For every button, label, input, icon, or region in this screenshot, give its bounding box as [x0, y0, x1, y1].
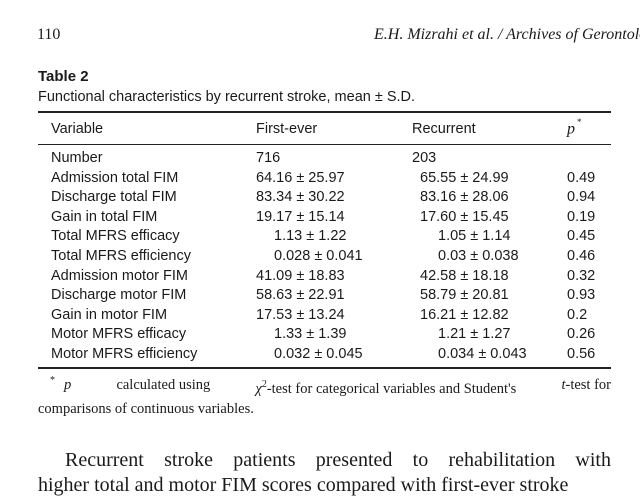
table-header-rule — [38, 144, 611, 145]
cell-p-value: 0.32 — [567, 267, 596, 284]
chi-superscript: 2 — [261, 379, 267, 390]
column-header-first-ever: First-ever — [256, 121, 318, 137]
cell-first-ever: 64.16 ± 25.97 — [256, 169, 345, 186]
cell-p-value: 0.49 — [567, 169, 596, 186]
cell-variable: Gain in motor FIM — [51, 306, 168, 323]
cell-recurrent: 1.21 ± 1.27 — [438, 326, 511, 343]
cell-first-ever: 58.63 ± 22.91 — [256, 287, 345, 304]
table-row: Gain in motor FIM 17.53 ± 13.24 16.21 ± 12… — [0, 307, 640, 327]
cell-recurrent: 83.16 ± 28.06 — [420, 189, 509, 206]
cell-variable: Total MFRS efficacy — [51, 228, 180, 245]
table-row: Discharge total FIM 83.34 ± 30.22 83.16 ± … — [0, 189, 640, 209]
cell-variable: Motor MFRS efficiency — [51, 345, 198, 362]
footnote-chi-test: χ2-test for categorical variables and St… — [255, 375, 516, 399]
footnote-text-a: calculated using — [116, 377, 211, 393]
column-header-recurrent: Recurrent — [412, 121, 476, 137]
p-symbol: p — [567, 120, 575, 138]
cell-recurrent: 17.60 ± 15.45 — [420, 208, 509, 225]
cell-first-ever: 0.028 ± 0.041 — [274, 247, 363, 264]
cell-variable: Motor MFRS efficacy — [51, 326, 187, 343]
table-row: Admission total FIM 64.16 ± 25.97 65.55 ± … — [0, 170, 640, 190]
body-paragraph-line-2: higher total and motor FIM scores compar… — [38, 474, 569, 496]
column-header-p: p * — [567, 117, 582, 138]
footnote-text-b: -test for categorical variables and Stud… — [266, 380, 517, 397]
cell-p-value: 0.2 — [567, 306, 588, 323]
table-row: Number 716 203 — [0, 150, 640, 170]
cell-first-ever: 716 — [256, 150, 281, 166]
cell-first-ever: 1.33 ± 1.39 — [274, 326, 347, 343]
cell-recurrent: 1.05 ± 1.14 — [438, 228, 511, 245]
body-paragraph-line-1: Recurrent stroke patients presented to rehabi… — [65, 449, 611, 472]
cell-recurrent: 0.03 ± 0.038 — [438, 247, 519, 264]
footnote-p-symbol: p — [64, 377, 72, 393]
table-caption: Functional characteristics by recurrent … — [38, 89, 416, 105]
cell-p-value: 0.46 — [567, 247, 596, 264]
chi-symbol: χ — [255, 380, 262, 397]
footnote-text-c: -test for — [565, 377, 611, 393]
body-word: presented — [315, 449, 393, 471]
table-row: Total MFRS efficiency 0.028 ± 0.041 0.03 ±… — [0, 248, 640, 268]
table-row: Gain in total FIM 19.17 ± 15.14 17.60 ± 15… — [0, 209, 640, 229]
column-header-variable: Variable — [51, 121, 104, 137]
body-word: patients — [233, 449, 296, 471]
cell-recurrent: 65.55 ± 24.99 — [420, 169, 509, 186]
table-bottom-rule — [38, 367, 611, 369]
cell-first-ever: 0.032 ± 0.045 — [274, 345, 363, 362]
table-top-rule — [38, 111, 611, 113]
cell-p-value: 0.26 — [567, 326, 596, 343]
footnote-marker: * — [50, 375, 55, 386]
cell-variable: Admission motor FIM — [51, 267, 188, 284]
table-body: Number 716 203 Admission total FIM 64.16 ± 2… — [0, 150, 640, 366]
cell-first-ever: 17.53 ± 13.24 — [256, 306, 345, 323]
cell-variable: Discharge total FIM — [51, 189, 177, 206]
footnote-t-test: t-test for — [561, 375, 611, 399]
table-label: Table 2 — [38, 68, 89, 85]
cell-p-value: 0.93 — [567, 287, 596, 304]
cell-p-value: 0.94 — [567, 189, 596, 206]
body-word: Recurrent — [65, 449, 144, 471]
cell-first-ever: 19.17 ± 15.14 — [256, 208, 345, 225]
cell-p-value: 0.19 — [567, 208, 596, 225]
cell-p-value: 0.56 — [567, 345, 596, 362]
body-word: rehabilitation — [448, 449, 556, 471]
table-row: Total MFRS efficacy 1.13 ± 1.22 1.05 ± 1.1… — [0, 228, 640, 248]
body-word: to — [412, 449, 429, 471]
cell-recurrent: 203 — [412, 150, 437, 166]
body-word: stroke — [164, 449, 214, 471]
cell-variable: Total MFRS efficiency — [51, 247, 191, 264]
cell-recurrent: 0.034 ± 0.043 — [438, 345, 527, 362]
footnote-line-1: p calculated using χ2-test for categoric… — [38, 375, 611, 399]
table-row: Discharge motor FIM 58.63 ± 22.91 58.79 ± … — [0, 287, 640, 307]
t-symbol: t — [561, 377, 566, 393]
cell-variable: Discharge motor FIM — [51, 287, 187, 304]
table-footnote: * p calculated using χ2-test for categor… — [38, 375, 611, 419]
cell-first-ever: 83.34 ± 30.22 — [256, 189, 345, 206]
page-number: 110 — [37, 26, 61, 43]
cell-variable: Admission total FIM — [51, 169, 179, 186]
cell-first-ever: 41.09 ± 18.83 — [256, 267, 345, 284]
cell-recurrent: 42.58 ± 18.18 — [420, 267, 509, 284]
footnote-line-2: comparisons of continuous variables. — [38, 400, 254, 417]
table-row: Motor MFRS efficacy 1.33 ± 1.39 1.21 ± 1.2… — [0, 326, 640, 346]
cell-p-value: 0.45 — [567, 228, 596, 245]
cell-recurrent: 58.79 ± 20.81 — [420, 287, 509, 304]
table-row: Admission motor FIM 41.09 ± 18.83 42.58 ± … — [0, 268, 640, 288]
cell-variable: Number — [51, 150, 103, 166]
p-footnote-marker: * — [577, 117, 582, 127]
cell-variable: Gain in total FIM — [51, 208, 158, 225]
cell-recurrent: 16.21 ± 12.82 — [420, 306, 509, 323]
table-row: Motor MFRS efficiency 0.032 ± 0.045 0.034 … — [0, 346, 640, 366]
body-word: with — [575, 449, 611, 471]
running-header: E.H. Mizrahi et al. / Archives of Geront… — [374, 26, 640, 43]
cell-first-ever: 1.13 ± 1.22 — [274, 228, 347, 245]
